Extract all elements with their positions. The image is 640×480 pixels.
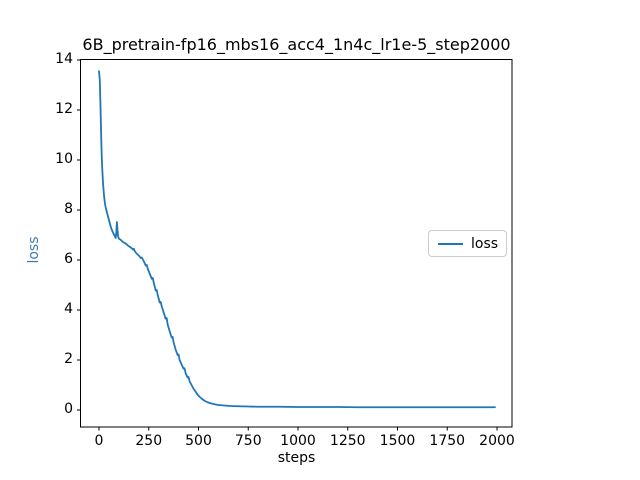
axes-spines	[80, 59, 513, 428]
legend-line-sample	[438, 242, 463, 245]
chart-title: 6B_pretrain-fp16_mbs16_acc4_1n4c_lr1e-5_…	[82, 35, 511, 54]
y-tick-label: 2	[64, 351, 73, 367]
x-tick-label: 750	[234, 433, 262, 449]
y-tick-label: 4	[64, 301, 73, 317]
x-tick-label: 1000	[280, 433, 316, 449]
legend: loss	[428, 230, 507, 257]
x-tick-label: 1500	[379, 433, 416, 449]
x-tick-label: 500	[185, 433, 212, 449]
x-tick-label: 0	[94, 433, 104, 449]
y-tick-label: 6	[64, 251, 73, 267]
legend-label: loss	[471, 235, 499, 252]
y-tick-label: 8	[64, 201, 73, 217]
y-tick-label: 14	[55, 51, 73, 67]
x-axis-label: steps	[277, 450, 316, 466]
x-tick-label: 1250	[329, 433, 366, 449]
loss-curve	[98, 70, 496, 409]
x-tick-label: 250	[135, 433, 163, 449]
y-tick-label: 10	[55, 151, 73, 167]
y-axis-label: loss	[26, 236, 42, 264]
y-tick-label: 12	[55, 101, 73, 117]
x-tick-label: 2000	[479, 433, 515, 449]
y-tick-label: 0	[64, 401, 73, 417]
x-tick-label: 1750	[429, 433, 466, 449]
